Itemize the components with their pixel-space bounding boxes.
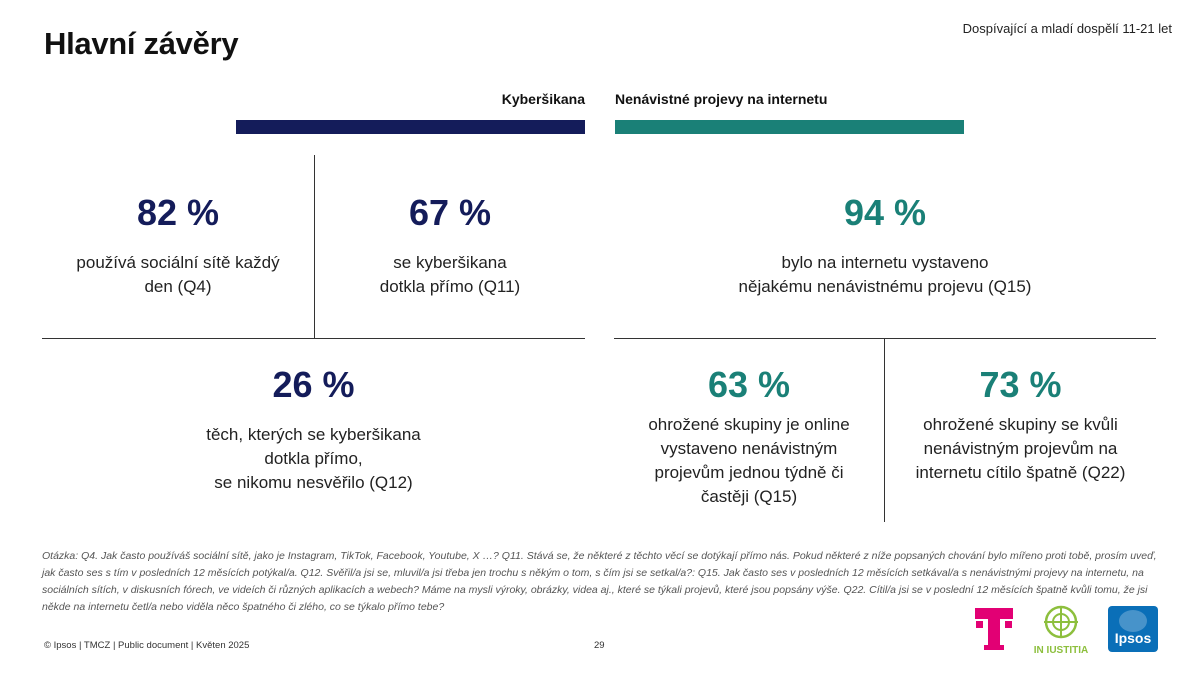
stat-description-line: se nikomu nesvěřilo (Q12) xyxy=(214,473,413,492)
page-number: 29 xyxy=(594,640,605,651)
hate-speech-color-bar xyxy=(615,120,964,134)
hate-vertical-divider xyxy=(884,338,885,522)
ipsos-logo-icon: Ipsos xyxy=(1108,606,1158,652)
stat-description-line: ohrožené skupiny se kvůli xyxy=(923,415,1118,434)
stat-cyber-direct: 67 % se kyberšikana dotkla přímo (Q11) xyxy=(315,193,585,299)
stat-description-line: projevům jednou týdně či xyxy=(654,463,844,482)
cyber-horizontal-divider xyxy=(42,338,585,339)
stat-description: ohrožené skupiny se kvůli nenávistným pr… xyxy=(885,413,1156,485)
stat-hate-felt-bad: 73 % ohrožené skupiny se kvůli nenávistn… xyxy=(885,365,1156,485)
stat-hate-exposed: 94 % bylo na internetu vystaveno nějakém… xyxy=(614,193,1156,299)
stat-description-line: dotkla přímo (Q11) xyxy=(379,277,521,296)
footer-copyright: © Ipsos | TMCZ | Public document | Květe… xyxy=(44,640,250,651)
stat-hate-weekly: 63 % ohrožené skupiny je online vystaven… xyxy=(614,365,884,509)
stat-value: 82 % xyxy=(136,192,220,233)
stat-description-line: používá sociální sítě každý xyxy=(76,253,280,272)
stat-description-line: vystaveno nenávistným xyxy=(660,439,838,458)
page-title: Hlavní závěry xyxy=(44,26,239,61)
stat-description: ohrožené skupiny je online vystaveno nen… xyxy=(614,413,884,509)
cyber-vertical-divider xyxy=(314,155,315,338)
stat-value: 73 % xyxy=(979,364,1062,405)
question-footnote: Otázka: Q4. Jak často používáš sociální … xyxy=(42,550,1157,613)
cyberbullying-color-bar xyxy=(236,120,585,134)
t-mobile-logo-icon xyxy=(974,606,1014,652)
stat-description-line: častěji (Q15) xyxy=(700,487,798,506)
cyberbullying-section-label: Kyberšikana xyxy=(501,91,585,107)
stat-description-line: dotkla přímo, xyxy=(264,449,363,468)
ipsos-logo-text: Ipsos xyxy=(1115,630,1152,646)
stat-description-line: nenávistným projevům na xyxy=(923,439,1118,458)
hate-speech-section-label: Nenávistné projevy na internetu xyxy=(615,91,828,107)
stat-description: se kyberšikana dotkla přímo (Q11) xyxy=(315,251,585,299)
stat-description-line: těch, kterých se kyberšikana xyxy=(206,425,421,444)
stat-description-line: bylo na internetu vystaveno xyxy=(781,253,989,272)
stat-description: používá sociální sítě každý den (Q4) xyxy=(42,251,314,299)
stat-value: 63 % xyxy=(707,364,791,405)
in-iustitia-logo-icon: IN IUSTITIA xyxy=(1024,603,1098,656)
hate-horizontal-divider xyxy=(614,338,1156,339)
stat-description-line: den (Q4) xyxy=(144,277,212,296)
in-iustitia-logo-text: IN IUSTITIA xyxy=(1034,645,1088,655)
stat-social-daily: 82 % používá sociální sítě každý den (Q4… xyxy=(42,193,314,299)
stat-description-line: se kyberšikana xyxy=(393,253,507,272)
stat-description-line: ohrožené skupiny je online xyxy=(648,415,850,434)
stat-description: bylo na internetu vystaveno nějakému nen… xyxy=(614,251,1156,299)
stat-description-line: internetu cítilo špatně (Q22) xyxy=(915,463,1126,482)
stat-value: 67 % xyxy=(408,192,492,233)
stat-value: 26 % xyxy=(272,364,355,405)
audience-label: Dospívající a mladí dospělí 11-21 let xyxy=(962,21,1172,36)
stat-description-line: nějakému nenávistnému projevu (Q15) xyxy=(738,277,1032,296)
stat-value: 94 % xyxy=(843,192,927,233)
stat-description: těch, kterých se kyberšikana dotkla přím… xyxy=(42,423,585,495)
stat-cyber-untold: 26 % těch, kterých se kyberšikana dotkla… xyxy=(42,365,585,495)
